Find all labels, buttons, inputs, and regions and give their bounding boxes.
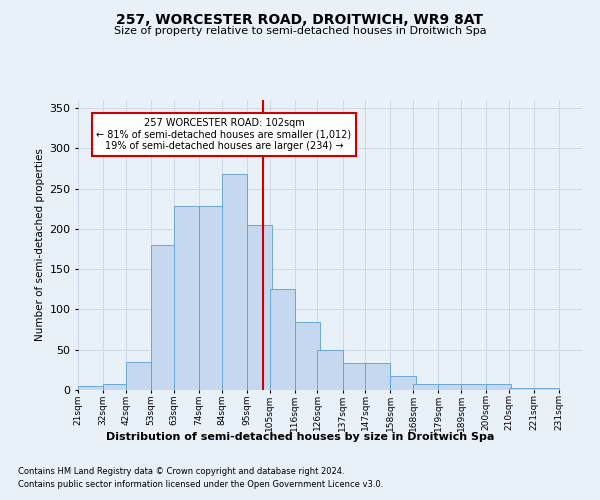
Bar	[534, 388, 559, 390]
Bar	[247, 225, 272, 390]
Bar	[199, 206, 224, 390]
Text: Contains public sector information licensed under the Open Government Licence v3: Contains public sector information licen…	[18, 480, 383, 489]
Bar	[509, 388, 534, 390]
Bar	[391, 376, 416, 390]
Bar	[221, 174, 247, 390]
Bar	[461, 384, 486, 390]
Y-axis label: Number of semi-detached properties: Number of semi-detached properties	[35, 148, 45, 342]
Text: Distribution of semi-detached houses by size in Droitwich Spa: Distribution of semi-detached houses by …	[106, 432, 494, 442]
Bar	[151, 245, 176, 390]
Text: Size of property relative to semi-detached houses in Droitwich Spa: Size of property relative to semi-detach…	[113, 26, 487, 36]
Bar	[174, 206, 199, 390]
Bar	[78, 386, 103, 390]
Text: 257, WORCESTER ROAD, DROITWICH, WR9 8AT: 257, WORCESTER ROAD, DROITWICH, WR9 8AT	[116, 12, 484, 26]
Bar	[126, 362, 151, 390]
Bar	[413, 384, 439, 390]
Bar	[343, 364, 368, 390]
Text: Contains HM Land Registry data © Crown copyright and database right 2024.: Contains HM Land Registry data © Crown c…	[18, 468, 344, 476]
Bar	[317, 350, 343, 390]
Bar	[103, 384, 128, 390]
Bar	[269, 290, 295, 390]
Bar	[439, 384, 463, 390]
Text: 257 WORCESTER ROAD: 102sqm
← 81% of semi-detached houses are smaller (1,012)
19%: 257 WORCESTER ROAD: 102sqm ← 81% of semi…	[97, 118, 352, 151]
Bar	[486, 384, 511, 390]
Bar	[365, 364, 391, 390]
Bar	[295, 322, 320, 390]
